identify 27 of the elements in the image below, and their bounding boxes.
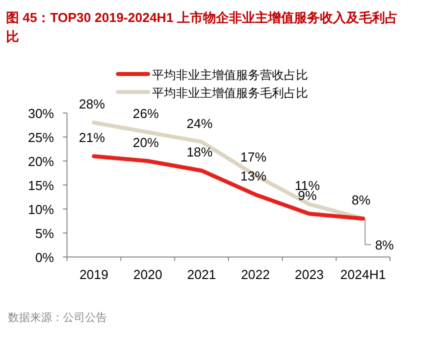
data-label: 13% bbox=[240, 168, 267, 184]
data-label: 21% bbox=[78, 130, 106, 146]
x-tick-label: 2019 bbox=[79, 267, 108, 282]
data-label: 18% bbox=[186, 144, 214, 160]
y-tick-label: 10% bbox=[28, 202, 54, 217]
y-tick-label: 0% bbox=[35, 250, 54, 265]
data-label: 8% bbox=[375, 238, 394, 253]
x-tick-label: 2022 bbox=[240, 267, 270, 282]
legend-label: 平均非业主增值服务毛利占比 bbox=[152, 86, 308, 100]
data-label: 24% bbox=[186, 116, 214, 131]
y-tick-label: 25% bbox=[28, 130, 54, 145]
data-label: 28% bbox=[78, 96, 106, 112]
x-tick-label: 2024H1 bbox=[340, 267, 386, 282]
legend-label: 平均非业主增值服务营收占比 bbox=[152, 68, 308, 82]
x-tick-label: 2020 bbox=[133, 267, 162, 282]
y-tick-label: 5% bbox=[35, 226, 54, 241]
data-label: 17% bbox=[240, 149, 267, 164]
x-tick-label: 2021 bbox=[187, 267, 216, 282]
data-label: 26% bbox=[132, 106, 160, 122]
y-tick-label: 15% bbox=[28, 178, 54, 193]
y-tick-label: 20% bbox=[28, 154, 54, 169]
x-tick-label: 2023 bbox=[294, 267, 324, 282]
source-note: 数据来源：公司公告 bbox=[8, 311, 107, 324]
chart-title: 图 45：TOP30 2019-2024H1 上市物企非业主增值服务收入及毛利占比 bbox=[6, 10, 398, 44]
data-label: 8% bbox=[352, 192, 371, 208]
data-label: 20% bbox=[132, 135, 160, 150]
y-tick-label: 30% bbox=[28, 106, 54, 121]
